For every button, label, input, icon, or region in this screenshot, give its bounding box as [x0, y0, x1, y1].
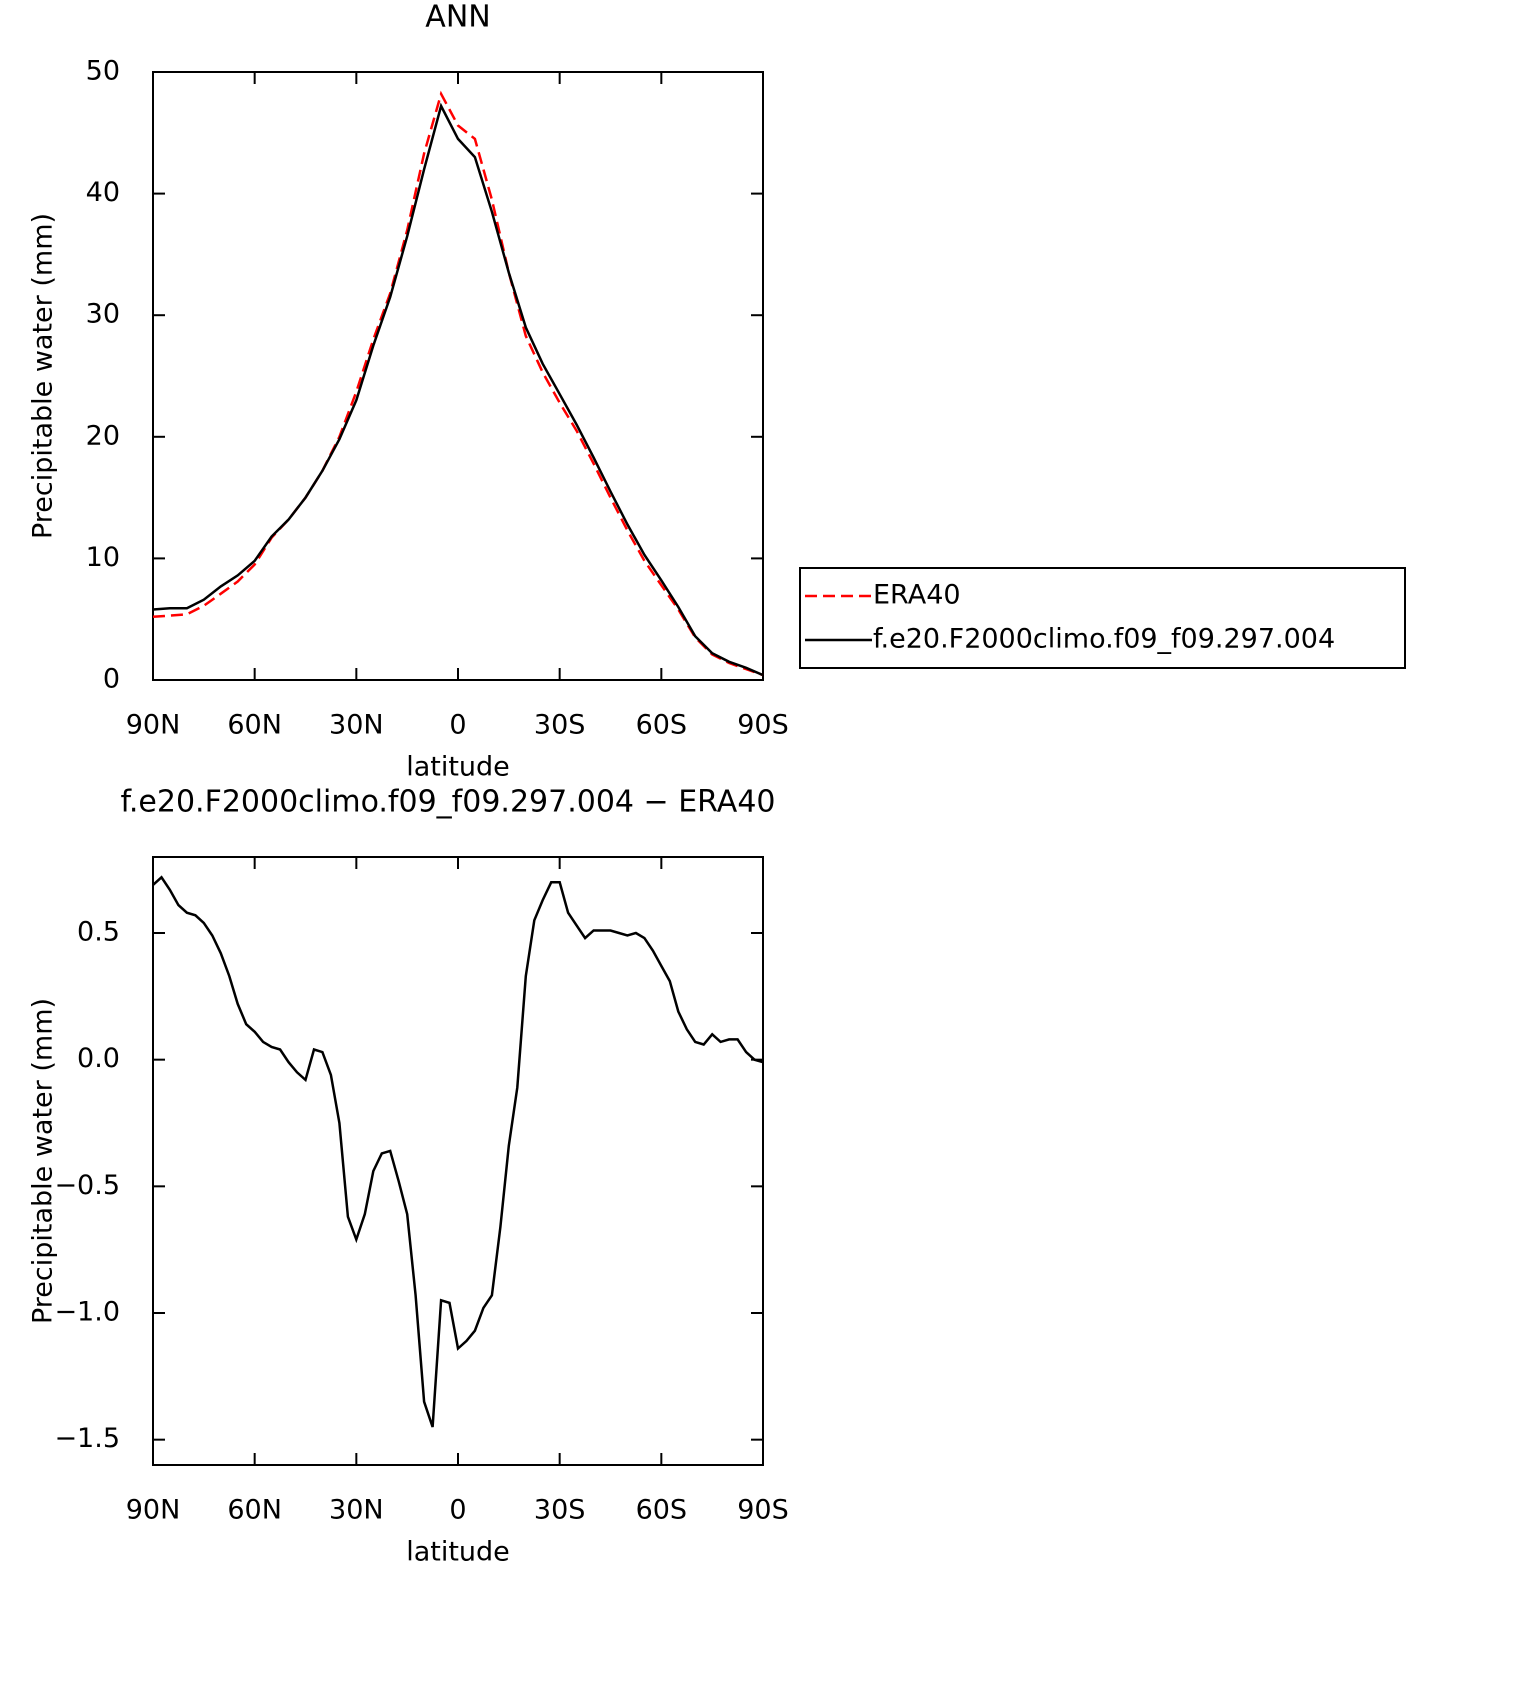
- x-tick-label: 60N: [227, 710, 282, 741]
- y-tick-label: 0.0: [77, 1043, 120, 1074]
- plot-frame: [152, 71, 764, 681]
- legend-box: [799, 567, 1406, 669]
- y-tick-label: −1.0: [54, 1297, 120, 1328]
- y-tick-label: 10: [86, 542, 120, 573]
- data-line: [152, 90, 764, 677]
- y-axis-label: Precipitable water (mm): [28, 213, 59, 539]
- chart-title: ANN: [425, 0, 490, 35]
- x-axis-label: latitude: [406, 752, 510, 783]
- x-tick-label: 30N: [329, 710, 384, 741]
- x-tick-label: 60S: [636, 1495, 688, 1526]
- x-tick-label: 30S: [534, 1495, 586, 1526]
- y-tick-label: 40: [86, 177, 120, 208]
- y-tick-label: 0.5: [77, 917, 120, 948]
- x-tick-label: 90S: [737, 1495, 789, 1526]
- y-axis-label: Precipitable water (mm): [28, 998, 59, 1324]
- x-tick-label: 0: [449, 710, 466, 741]
- plot-frame: [152, 856, 764, 1466]
- x-tick-label: 60N: [227, 1495, 282, 1526]
- x-tick-label: 90S: [737, 710, 789, 741]
- y-tick-label: 20: [86, 420, 120, 451]
- y-tick-label: −1.5: [54, 1423, 120, 1454]
- x-tick-label: 90N: [126, 710, 181, 741]
- x-axis-label: latitude: [406, 1537, 510, 1568]
- y-tick-label: 0: [103, 664, 120, 695]
- data-line: [152, 102, 764, 677]
- y-tick-label: 30: [86, 299, 120, 330]
- y-tick-label: 50: [86, 56, 120, 87]
- legend-label: ERA40: [873, 580, 961, 611]
- y-tick-label: −0.5: [54, 1170, 120, 1201]
- x-tick-label: 30S: [534, 710, 586, 741]
- chart-title: f.e20.F2000climo.f09_f09.297.004 − ERA40: [121, 785, 776, 820]
- x-tick-label: 0: [449, 1495, 466, 1526]
- x-tick-label: 90N: [126, 1495, 181, 1526]
- data-line: [152, 875, 764, 1428]
- x-tick-label: 30N: [329, 1495, 384, 1526]
- x-tick-label: 60S: [636, 710, 688, 741]
- legend-label: f.e20.F2000climo.f09_f09.297.004: [873, 624, 1335, 655]
